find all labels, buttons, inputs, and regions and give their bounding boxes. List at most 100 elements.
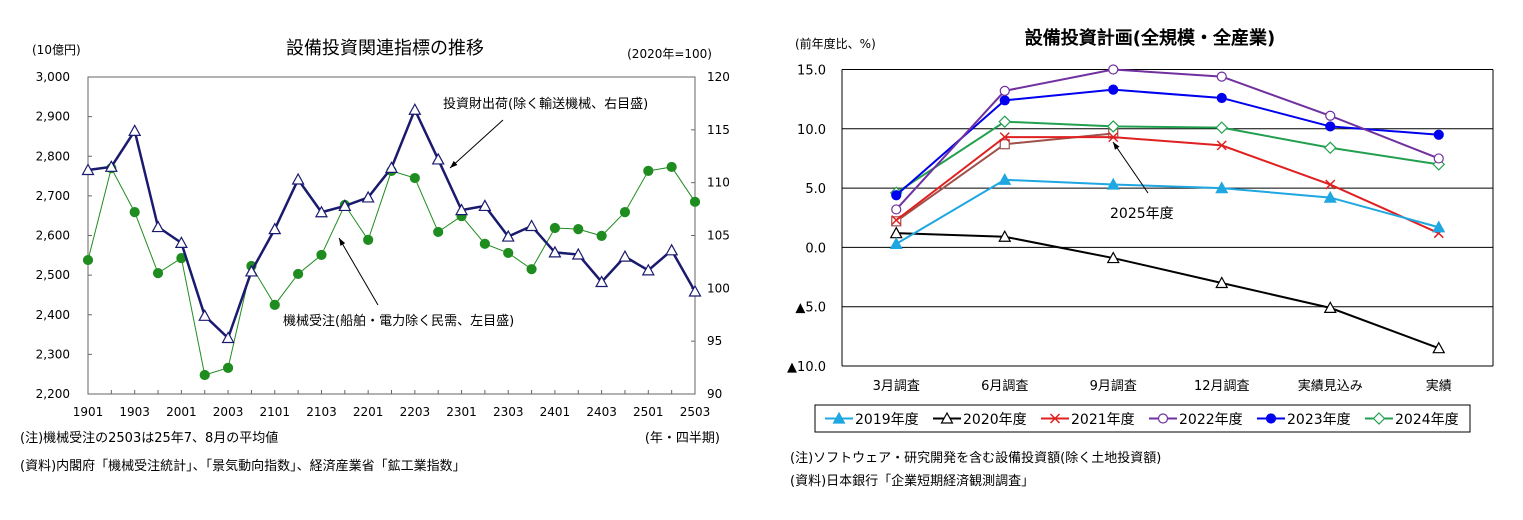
- series-label-orders: 機械受注(船舶・電力除く民需、左目盛): [283, 313, 514, 329]
- right-y-unit: (2020年=100): [627, 47, 712, 61]
- left-y-tick-label: 2,400: [36, 308, 70, 322]
- point-series-2019年度: [998, 173, 1012, 185]
- point-capital-goods-shipments: [431, 152, 445, 165]
- left-x-tick-label: 2103: [306, 405, 337, 419]
- right-y-tick-label: 120: [707, 70, 730, 84]
- right-x-tick-label: 9月調査: [1090, 379, 1137, 394]
- left-x-tick-label: 2301: [446, 405, 477, 419]
- point-machinery-orders: [82, 254, 94, 266]
- right-y-tick-label: 115: [707, 123, 730, 137]
- arrow-2025-head: [1113, 142, 1120, 150]
- point-machinery-orders: [666, 161, 677, 173]
- right-x-tick-label: 実績: [1426, 378, 1452, 394]
- point-capital-goods-shipments: [198, 309, 212, 321]
- left-y-tick-label: 2,800: [36, 149, 70, 163]
- point-series-2023年度: [1433, 129, 1444, 140]
- point-machinery-orders: [363, 234, 374, 245]
- right-y-tick-label: 100: [707, 281, 730, 295]
- legend-label: 2024年度: [1395, 412, 1459, 428]
- left-x-tick-label: 2503: [680, 405, 711, 419]
- point-series-2019年度: [889, 237, 903, 249]
- point-capital-goods-shipments: [688, 284, 702, 297]
- point-capital-goods-shipments: [151, 220, 165, 233]
- point-series-2021年度: [999, 132, 1010, 143]
- left-x-tick-label: 2401: [540, 405, 571, 419]
- point-capital-goods-shipments: [408, 103, 422, 115]
- legend-marker: [940, 411, 954, 424]
- arrow-shipments-head: [450, 160, 458, 168]
- left-y-tick-label: 2,700: [36, 189, 70, 203]
- point-series-2020年度: [1215, 276, 1229, 289]
- point-series-2025年度: [891, 216, 902, 227]
- legend-label: 2019年度: [855, 412, 919, 428]
- left-x-tick-label: 2003: [213, 405, 244, 419]
- left-x-label: (年・四半期): [645, 431, 720, 446]
- series-label-shipments: 投資財出荷(除く輸送機械、右目盛): [443, 96, 648, 112]
- point-machinery-orders: [503, 247, 514, 259]
- point-series-2023年度: [891, 190, 902, 201]
- line-series-2023年度: [895, 88, 1439, 196]
- point-series-2023年度: [1216, 92, 1227, 104]
- legend-marker: [1372, 412, 1386, 425]
- point-capital-goods-shipments: [618, 249, 632, 262]
- right-y-tick-label: 10.0: [797, 123, 826, 138]
- point-machinery-orders: [129, 207, 140, 218]
- right-y-tick-label: 95: [707, 334, 722, 348]
- point-machinery-orders: [689, 196, 701, 207]
- point-series-2021年度: [1325, 179, 1336, 190]
- point-capital-goods-shipments: [338, 199, 352, 212]
- left-x-tick-label: 2101: [259, 405, 290, 419]
- point-capital-goods-shipments: [595, 275, 609, 288]
- point-series-2022年度: [999, 85, 1010, 96]
- line-machinery-orders: [87, 166, 696, 376]
- right-y-tick-label: 105: [707, 229, 730, 243]
- arrow-shipments: [449, 119, 504, 169]
- legend-label: 2020年度: [963, 412, 1027, 428]
- left-y-tick-label: 3,000: [36, 70, 70, 84]
- point-series-2019年度: [1432, 220, 1446, 233]
- point-capital-goods-shipments: [128, 124, 142, 136]
- point-series-2024年度: [1215, 121, 1229, 134]
- line-series-2024年度: [895, 120, 1439, 194]
- point-capital-goods-shipments: [665, 243, 679, 256]
- point-series-2023年度: [1108, 84, 1119, 95]
- left-x-tick-label: 2201: [353, 405, 384, 419]
- right-chart-title: 設備投資計画(全規模・全産業): [1025, 27, 1275, 49]
- point-series-2021年度: [1108, 132, 1119, 143]
- annotation-2025: 2025年度: [1110, 206, 1174, 222]
- point-series-2023年度: [999, 95, 1010, 106]
- legend-label: 2022年度: [1179, 412, 1243, 428]
- point-series-2021年度: [1216, 140, 1227, 151]
- right-x-tick-label: 3月調査: [873, 379, 920, 394]
- point-series-2020年度: [1106, 251, 1120, 264]
- right-x-tick-label: 実績見込み: [1298, 378, 1363, 394]
- legend-label: 2023年度: [1287, 412, 1351, 428]
- left-y-tick-label: 2,300: [36, 347, 70, 361]
- point-capital-goods-shipments: [244, 264, 258, 277]
- point-series-2023年度: [1325, 121, 1336, 132]
- point-capital-goods-shipments: [501, 229, 515, 242]
- legend-marker: [1049, 413, 1061, 424]
- legend-label: 2021年度: [1071, 412, 1135, 428]
- right-y-tick-label: 0.0: [805, 241, 826, 256]
- right-note: (注)ソフトウェア・研究開発を含む設備投資額(除く土地投資額): [790, 450, 1161, 466]
- right-y-tick-label: 110: [707, 176, 730, 190]
- left-y-tick-label: 2,600: [36, 229, 70, 243]
- legend-box: [814, 404, 1471, 433]
- left-x-tick-label: 2001: [166, 405, 197, 419]
- point-series-2020年度: [1432, 341, 1446, 354]
- point-series-2021年度: [891, 215, 902, 226]
- left-x-tick-label: 2501: [633, 405, 664, 419]
- arrow-orders-head: [339, 238, 346, 246]
- point-series-2019年度: [1215, 181, 1229, 194]
- point-series-2020年度: [998, 229, 1012, 242]
- point-series-2024年度: [998, 115, 1012, 129]
- point-machinery-orders: [619, 207, 631, 218]
- point-machinery-orders: [316, 249, 327, 261]
- right-y-tick-label: 15.0: [797, 64, 826, 79]
- point-series-2025年度: [999, 139, 1010, 150]
- line-series-2020年度: [896, 232, 1440, 350]
- point-capital-goods-shipments: [314, 205, 328, 218]
- left-x-tick-label: 1901: [73, 405, 104, 419]
